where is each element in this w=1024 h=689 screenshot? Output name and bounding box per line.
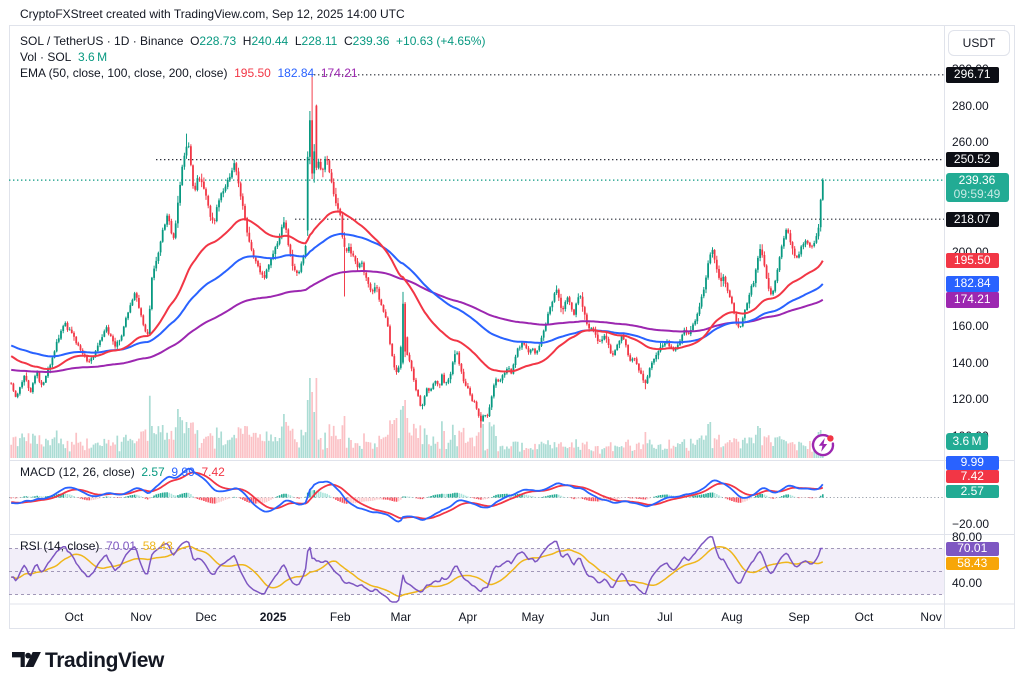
- svg-text:TradingView: TradingView: [45, 649, 165, 672]
